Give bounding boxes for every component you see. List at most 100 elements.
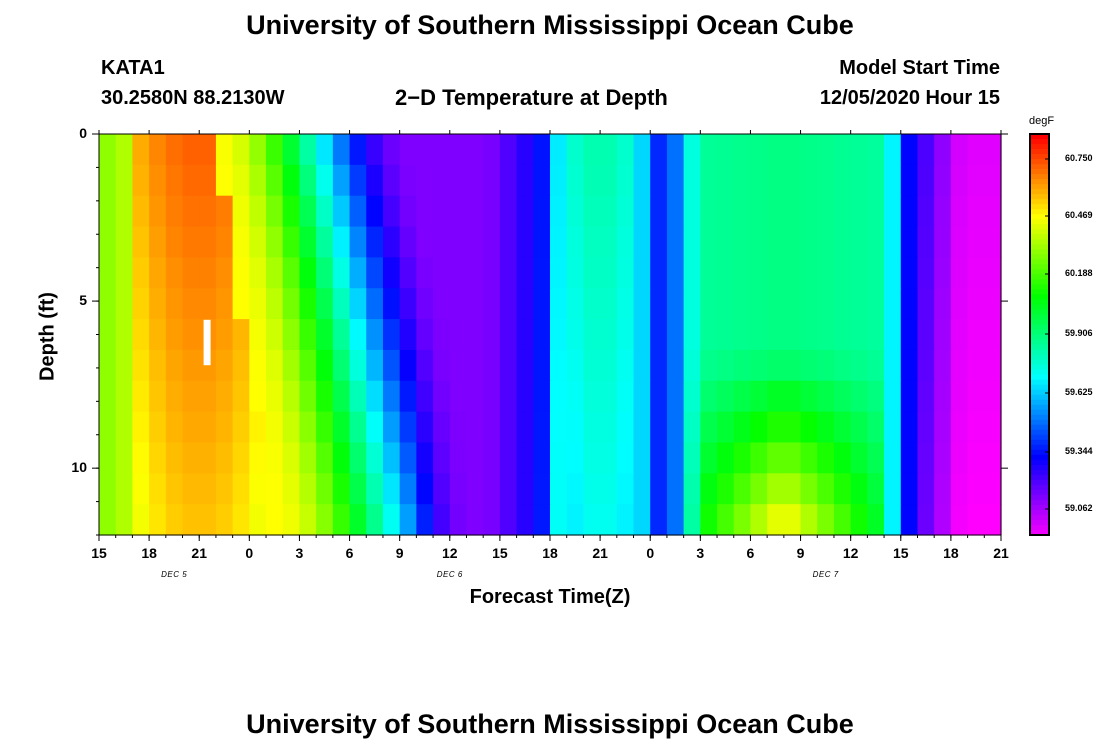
x-tick-label: 3	[696, 545, 705, 561]
heatmap-cell	[249, 442, 267, 474]
colorbar-segment	[1030, 154, 1049, 160]
heatmap-cell	[499, 288, 518, 320]
heatmap-cell	[984, 257, 1002, 289]
heatmap-cell	[717, 164, 735, 197]
heatmap-cell	[132, 134, 150, 166]
heatmap-cell	[800, 134, 818, 166]
heatmap-cell	[282, 257, 301, 289]
day-label: DEC 7	[812, 570, 839, 579]
heatmap-cell	[299, 380, 317, 413]
heatmap-cell	[99, 319, 117, 351]
heatmap-cell	[466, 164, 484, 197]
heatmap-cell	[600, 473, 618, 505]
heatmap-cell	[850, 288, 868, 320]
heatmap-cell	[550, 411, 568, 444]
station-id: KATA1	[101, 57, 165, 79]
heatmap-cell	[967, 195, 985, 228]
heatmap-cell	[550, 164, 568, 197]
heatmap-cell	[182, 411, 200, 444]
heatmap-cell	[249, 164, 267, 197]
heatmap-cell	[750, 411, 768, 444]
heatmap-cell	[783, 473, 802, 505]
heatmap-cell	[984, 380, 1002, 413]
heatmap-cell	[950, 288, 969, 320]
heatmap-cell	[867, 319, 885, 351]
heatmap-cell	[833, 380, 852, 413]
heatmap-cell	[349, 134, 367, 166]
heatmap-cell	[783, 226, 802, 258]
heatmap-cell	[817, 380, 835, 413]
heatmap-cell	[132, 257, 150, 289]
heatmap-cell	[533, 473, 551, 505]
heatmap-cell	[950, 134, 969, 166]
colorbar-segment	[1030, 159, 1049, 165]
heatmap-cell	[416, 195, 434, 228]
heatmap-cell	[115, 442, 133, 474]
station-coords: 30.2580N 88.2130W	[101, 87, 285, 109]
heatmap-cell	[499, 349, 518, 382]
heatmap-cell	[249, 288, 267, 320]
x-tick-label: 9	[395, 545, 404, 561]
heatmap-cell	[266, 288, 284, 320]
colorbar-segment	[1030, 179, 1049, 185]
heatmap-cell	[884, 226, 902, 258]
colorbar-segment	[1030, 139, 1049, 145]
heatmap-cell	[332, 257, 351, 289]
heatmap-cell	[717, 504, 735, 536]
colorbar-segment	[1030, 374, 1049, 381]
heatmap-cell	[767, 504, 785, 536]
heatmap-cell	[382, 164, 401, 197]
heatmap-cell	[182, 442, 200, 474]
heatmap-cell	[382, 134, 401, 166]
heatmap-cell	[433, 473, 451, 505]
colorbar-segment	[1030, 219, 1049, 225]
heatmap-cell	[182, 349, 200, 382]
heatmap-cell	[382, 288, 401, 320]
heatmap-cell	[349, 442, 367, 474]
heatmap-cell	[182, 195, 200, 228]
heatmap-cell	[516, 257, 534, 289]
x-tick-label: 21	[993, 545, 1009, 561]
x-tick-label: 6	[746, 545, 755, 561]
heatmap-cell	[149, 411, 167, 444]
heatmap-cell	[750, 349, 768, 382]
colorbar-label: 60.469	[1065, 210, 1093, 220]
heatmap-cell	[917, 473, 935, 505]
heatmap-cell	[416, 226, 434, 258]
heatmap-cell	[717, 226, 735, 258]
heatmap-cell	[433, 349, 451, 382]
heatmap-cell	[616, 411, 635, 444]
heatmap-cell	[165, 349, 184, 382]
heatmap-cell	[499, 134, 518, 166]
heatmap-cell	[717, 288, 735, 320]
heatmap-cell	[99, 288, 117, 320]
heatmap-cell	[633, 473, 651, 505]
heatmap-cell	[750, 442, 768, 474]
heatmap-cell	[600, 380, 618, 413]
heatmap-cell	[449, 134, 468, 166]
heatmap-cell	[600, 257, 618, 289]
heatmap-cell	[733, 319, 752, 351]
heatmap-cell	[884, 411, 902, 444]
heatmap-cell	[550, 134, 568, 166]
heatmap-cell	[666, 319, 685, 351]
x-tick-label: 9	[796, 545, 805, 561]
heatmap-cell	[316, 195, 334, 228]
heatmap-cell	[817, 226, 835, 258]
colorbar-segment	[1030, 234, 1049, 240]
heatmap-cell	[533, 257, 551, 289]
heatmap-cell	[349, 380, 367, 413]
heatmap-cell	[483, 195, 501, 228]
heatmap-cell	[934, 442, 952, 474]
heatmap-cell	[165, 257, 184, 289]
x-tick-label: 12	[842, 545, 859, 561]
heatmap-cell	[850, 226, 868, 258]
colorbar-segment	[1030, 394, 1049, 401]
heatmap-cell	[683, 349, 701, 382]
heatmap-cell	[817, 164, 835, 197]
heatmap-cell	[99, 349, 117, 382]
heatmap-cell	[215, 164, 234, 197]
x-tick-label: 15	[892, 545, 909, 561]
heatmap-cell	[967, 349, 985, 382]
colorbar-segment	[1030, 314, 1049, 321]
